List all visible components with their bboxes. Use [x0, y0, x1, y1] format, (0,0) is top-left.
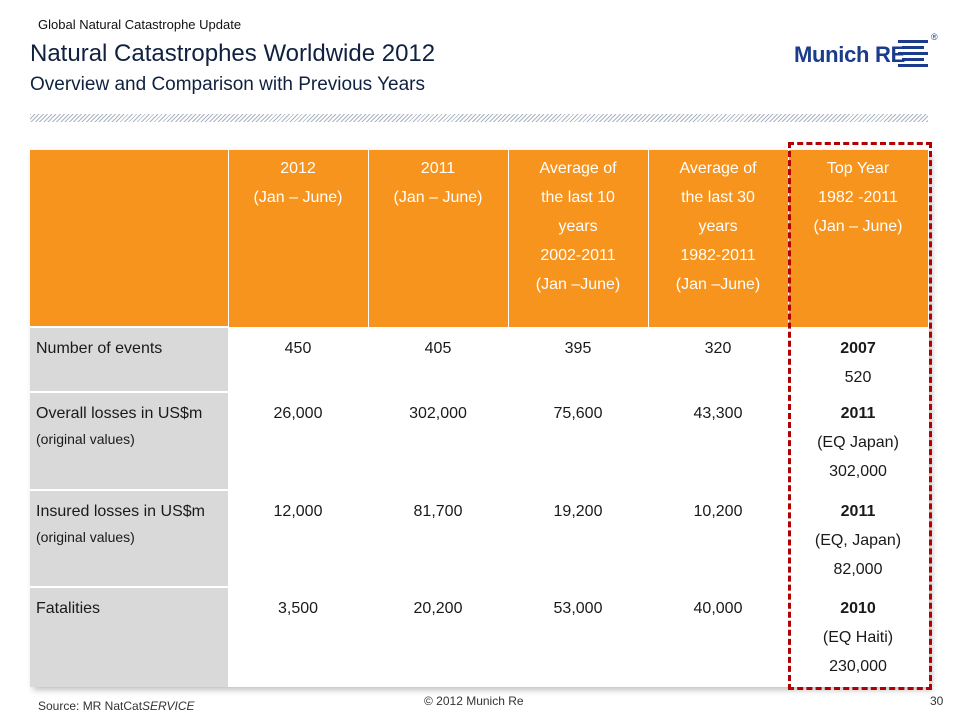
- table-cell: 450: [228, 326, 368, 392]
- top-year-highlight-box: [788, 142, 932, 690]
- source-italic: SERVICE: [142, 699, 195, 713]
- column-header-line: the last 10: [541, 189, 615, 206]
- top-year-label: 2011: [840, 404, 876, 422]
- column-header: 2012 (Jan – June): [228, 150, 369, 327]
- column-header-line: 2012: [280, 160, 316, 177]
- top-year-detail: (EQ Japan): [817, 433, 899, 451]
- row-label-note: (original values): [36, 431, 135, 447]
- table-cell: 3,500: [228, 586, 368, 687]
- table-cell: 320: [648, 326, 788, 392]
- table-row: Insured losses in US$m (original values) 1…: [30, 489, 928, 587]
- munich-re-emblem-icon: [898, 40, 928, 67]
- source-note: Source: MR NatCatSERVICE: [38, 699, 195, 713]
- top-year-detail: 302,000: [829, 462, 887, 480]
- table-cell: 302,000: [368, 391, 508, 490]
- munich-re-logo: Munich RE ®: [790, 30, 940, 80]
- column-header-line: the last 30: [681, 189, 755, 206]
- logo-registered-mark: ®: [931, 32, 938, 42]
- slide-subtitle: Overview and Comparison with Previous Ye…: [30, 74, 425, 95]
- row-label-cell: Overall losses in US$m (original values): [30, 391, 228, 490]
- row-label-note: (original values): [36, 529, 135, 545]
- column-header-line: Top Year: [826, 160, 890, 177]
- catastrophe-comparison-table: 2012 (Jan – June) 2011 (Jan – June) Averag…: [30, 150, 929, 687]
- table-cell: 405: [368, 326, 508, 392]
- row-label: Overall losses in US$m: [36, 405, 203, 422]
- copyright-text: © 2012 Munich Re: [424, 694, 524, 708]
- logo-text: Munich RE: [794, 42, 905, 67]
- row-label: Number of events: [36, 340, 163, 357]
- column-header-line: 1982-2011: [680, 247, 756, 264]
- table-row: Number of events 450 405 395 320 2007 520: [30, 326, 928, 392]
- hatched-divider: [30, 114, 928, 122]
- top-year-cell: 2011 (EQ Japan) 302,000: [788, 391, 928, 490]
- top-year-detail: 520: [844, 368, 872, 386]
- table-cell: 10,200: [648, 489, 788, 587]
- column-header-line: 2011: [420, 160, 456, 177]
- top-year-label: 2010: [840, 599, 876, 617]
- slide-kicker: Global Natural Catastrophe Update: [38, 17, 242, 32]
- header-corner-cell: [30, 150, 229, 327]
- column-header-line: years: [698, 218, 738, 235]
- column-header-line: (Jan –June): [675, 276, 761, 293]
- top-year-cell: 2011 (EQ, Japan) 82,000: [788, 489, 928, 587]
- table-cell: 43,300: [648, 391, 788, 490]
- column-header-line: (Jan – June): [813, 218, 903, 235]
- column-header: Average of the last 10 years 2002-2011 (Jan …: [508, 150, 649, 327]
- column-header: Average of the last 30 years 1982-2011 (Jan …: [648, 150, 789, 327]
- table-row: Overall losses in US$m (original values) 2…: [30, 391, 928, 490]
- row-label-cell: Insured losses in US$m (original values): [30, 489, 228, 587]
- source-prefix: Source: MR NatCat: [38, 699, 143, 713]
- column-header-line: Average of: [679, 160, 757, 177]
- row-label-cell: Fatalities: [30, 586, 228, 687]
- table-row: Fatalities 3,500 20,200 53,000 40,000 2010 (EQ…: [30, 586, 928, 687]
- column-header-line: Average of: [539, 160, 617, 177]
- table-cell: 81,700: [368, 489, 508, 587]
- top-year-label: 2011: [840, 502, 876, 520]
- top-year-detail: (EQ Haiti): [822, 628, 894, 646]
- table-header-row: 2012 (Jan – June) 2011 (Jan – June) Averag…: [30, 150, 929, 327]
- table-cell: 395: [508, 326, 648, 392]
- column-header-line: (Jan – June): [253, 189, 343, 206]
- column-header-line: 2002-2011: [540, 247, 616, 264]
- top-year-detail: 82,000: [833, 560, 883, 578]
- row-label-cell: Number of events: [30, 326, 228, 392]
- top-year-cell: 2007 520: [788, 326, 928, 392]
- table-cell: 20,200: [368, 586, 508, 687]
- column-header-line: (Jan –June): [535, 276, 621, 293]
- column-header-line: (Jan – June): [393, 189, 483, 206]
- slide-title: Natural Catastrophes Worldwide 2012: [30, 40, 436, 67]
- table-cell: 19,200: [508, 489, 648, 587]
- page-number: 30: [930, 694, 944, 708]
- column-header: Top Year 1982 -2011 (Jan – June): [788, 150, 929, 327]
- column-header-line: years: [558, 218, 598, 235]
- top-year-cell: 2010 (EQ Haiti) 230,000: [788, 586, 928, 687]
- column-header-line: 1982 -2011: [818, 189, 898, 206]
- row-label: Insured losses in US$m: [36, 503, 205, 520]
- top-year-detail: (EQ, Japan): [814, 531, 902, 549]
- row-label: Fatalities: [36, 600, 101, 617]
- column-header: 2011 (Jan – June): [368, 150, 509, 327]
- top-year-detail: 230,000: [829, 657, 887, 675]
- top-year-label: 2007: [840, 339, 876, 357]
- table-cell: 12,000: [228, 489, 368, 587]
- table-cell: 26,000: [228, 391, 368, 490]
- table-cell: 53,000: [508, 586, 648, 687]
- table-cell: 75,600: [508, 391, 648, 490]
- table-cell: 40,000: [648, 586, 788, 687]
